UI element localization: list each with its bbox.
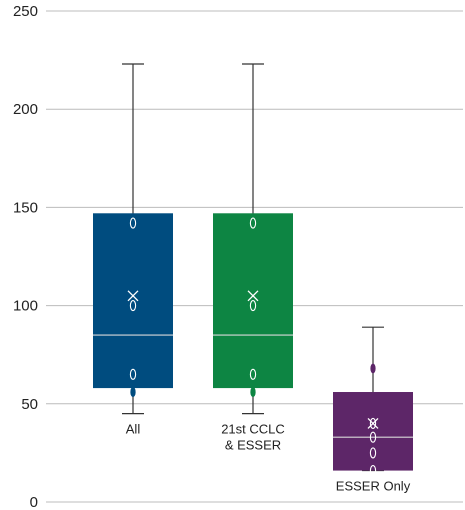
data-point-1-1 <box>250 387 256 398</box>
data-point-2-1 <box>369 447 377 459</box>
data-point-2-4 <box>370 363 376 374</box>
category-label-0-0: All <box>126 422 141 437</box>
mean-marker-b-1 <box>247 290 259 302</box>
box-2 <box>333 392 413 471</box>
mean-marker-b-2 <box>367 417 379 429</box>
category-label-2-0: ESSER Only <box>336 479 411 494</box>
data-point-1-3 <box>249 300 257 312</box>
data-point-2-3 <box>369 417 377 429</box>
data-point-1-2 <box>249 368 257 380</box>
data-point-1-4 <box>249 217 257 229</box>
data-point-0-1 <box>130 387 136 398</box>
y-tick-label-0: 0 <box>30 494 38 510</box>
category-label-1-0: 21st CCLC <box>221 422 285 437</box>
category-label-1-1: & ESSER <box>225 438 281 453</box>
y-tick-label-250: 250 <box>13 3 38 20</box>
y-tick-label-50: 50 <box>21 396 38 413</box>
y-tick-label-150: 150 <box>13 199 38 216</box>
data-point-2-2 <box>369 431 377 443</box>
data-point-2-0 <box>369 465 377 477</box>
data-point-0-2 <box>129 368 137 380</box>
y-tick-label-100: 100 <box>13 298 38 315</box>
data-point-0-4 <box>129 217 137 229</box>
y-tick-label-200: 200 <box>13 101 38 118</box>
mean-marker-b-0 <box>127 290 139 302</box>
data-point-0-3 <box>129 300 137 312</box>
